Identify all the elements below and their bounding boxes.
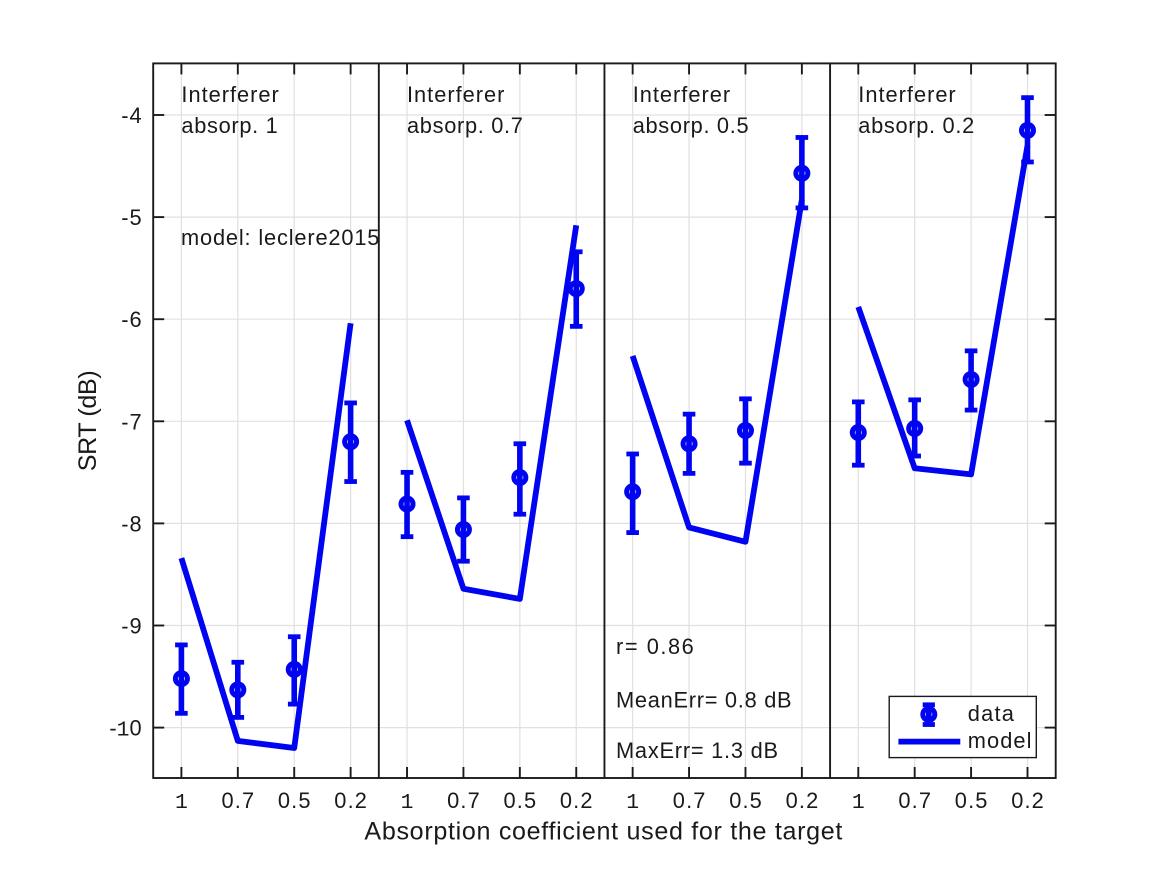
svg-text:0.5: 0.5	[278, 788, 311, 813]
svg-text:0.7: 0.7	[447, 788, 480, 813]
svg-text:MaxErr= 1.3 dB: MaxErr= 1.3 dB	[616, 738, 778, 763]
svg-text:-4: -4	[121, 103, 141, 128]
svg-text:1: 1	[175, 791, 188, 815]
svg-text:0.7: 0.7	[898, 788, 931, 813]
svg-text:absorp. 0.7: absorp. 0.7	[407, 113, 523, 138]
svg-text:0.7: 0.7	[673, 788, 706, 813]
svg-text:-5: -5	[121, 205, 141, 230]
svg-text:Absorption coefficient used fo: Absorption coefficient used for the targ…	[364, 817, 842, 845]
svg-text:absorp. 0.5: absorp. 0.5	[633, 113, 749, 138]
svg-text:absorp. 0.2: absorp. 0.2	[858, 113, 974, 138]
svg-text:-8: -8	[121, 511, 141, 536]
svg-text:model: model	[968, 728, 1032, 753]
svg-text:r= 0.86: r= 0.86	[616, 634, 694, 659]
svg-text:-6: -6	[121, 307, 141, 332]
svg-text:absorp. 1: absorp. 1	[181, 113, 277, 138]
svg-text:Interferer: Interferer	[858, 82, 955, 107]
svg-text:0.5: 0.5	[504, 788, 537, 813]
svg-text:0.2: 0.2	[786, 788, 819, 813]
svg-text:1: 1	[626, 791, 639, 815]
svg-text:0.2: 0.2	[334, 788, 367, 813]
svg-text:Interferer: Interferer	[407, 82, 504, 107]
svg-text:Interferer: Interferer	[181, 82, 278, 107]
svg-text:-9: -9	[121, 614, 141, 639]
svg-text:1: 1	[401, 791, 414, 815]
svg-text:0.2: 0.2	[560, 788, 593, 813]
svg-text:0.2: 0.2	[1011, 788, 1044, 813]
svg-text:-10: -10	[109, 716, 141, 743]
svg-text:MeanErr= 0.8 dB: MeanErr= 0.8 dB	[616, 687, 792, 712]
svg-text:SRT (dB): SRT (dB)	[74, 370, 102, 471]
svg-text:0.5: 0.5	[729, 788, 762, 813]
svg-text:model: leclere2015: model: leclere2015	[181, 225, 379, 250]
svg-text:1: 1	[852, 791, 865, 815]
svg-text:0.5: 0.5	[955, 788, 988, 813]
svg-text:0.7: 0.7	[222, 788, 255, 813]
svg-text:-7: -7	[121, 409, 141, 434]
svg-text:data: data	[968, 701, 1015, 726]
svg-text:Interferer: Interferer	[633, 82, 730, 107]
